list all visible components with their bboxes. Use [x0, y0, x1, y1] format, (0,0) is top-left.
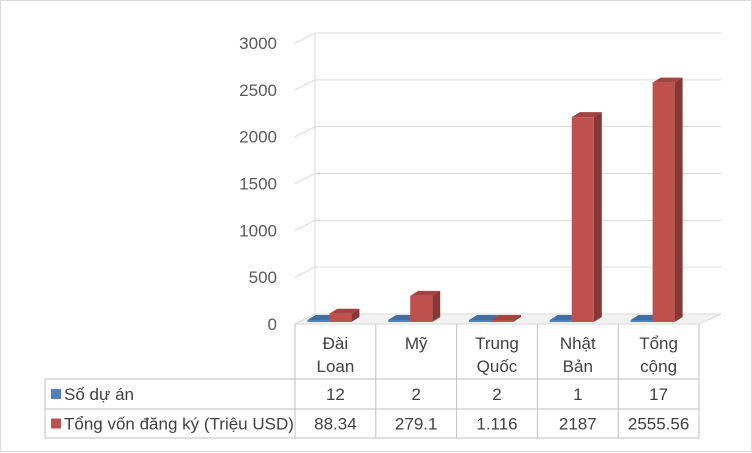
bar-side: [513, 315, 521, 322]
bar-top: [571, 112, 602, 118]
gridline-wall: [294, 219, 316, 231]
gridline-wall: [294, 173, 316, 184]
y-tick-label: 1500: [239, 175, 277, 194]
data-cell: 17: [649, 385, 668, 404]
bar: [491, 320, 513, 322]
y-tick-label: 2000: [239, 128, 277, 147]
y-tick-label: 3000: [239, 34, 277, 53]
data-cell: 2: [492, 385, 501, 404]
legend-key: [51, 389, 61, 399]
bar-top: [469, 315, 499, 320]
legend-label: Số dự án: [64, 385, 134, 404]
bar: [652, 82, 675, 322]
gridline-wall: [294, 79, 316, 91]
legend-key: [51, 418, 61, 429]
bar-top: [491, 315, 521, 320]
y-tick-label: 0: [268, 315, 277, 334]
category-label: Tổng: [639, 334, 678, 353]
category-label: cộng: [640, 357, 677, 376]
category-label: Mỹ: [405, 334, 428, 353]
bar: [307, 320, 330, 322]
bar-side: [432, 290, 441, 322]
category-label: Bản: [563, 357, 593, 376]
bar-side: [593, 112, 602, 322]
y-tick-label: 1000: [239, 221, 277, 240]
bar-top: [652, 77, 683, 83]
data-cell: 1.116: [476, 415, 517, 434]
bar: [388, 320, 411, 322]
data-cell: 2555.56: [628, 415, 689, 434]
gridline-wall: [294, 126, 316, 138]
gridline-wall: [294, 32, 316, 44]
data-cell: 88.34: [314, 415, 357, 434]
legend-label: Tổng vốn đăng ký (Triệu USD): [64, 415, 294, 434]
bar: [549, 320, 572, 322]
bar: [469, 320, 491, 322]
data-cell: 279.1: [395, 415, 438, 434]
data-cell: 2: [411, 385, 420, 404]
bar: [630, 320, 653, 322]
category-label: Đài: [323, 334, 349, 353]
y-tick-label: 2500: [239, 81, 277, 100]
data-cell: 1: [573, 385, 582, 404]
bar-side: [674, 77, 683, 322]
bar: [410, 295, 433, 322]
y-tick-label: 500: [249, 268, 277, 287]
bar-side: [351, 308, 360, 322]
category-label: Nhật: [560, 334, 596, 353]
data-cell: 2187: [559, 415, 597, 434]
category-label: Quốc: [477, 357, 518, 376]
bar-top: [329, 308, 360, 314]
data-cell: 12: [326, 385, 345, 404]
category-label: Loan: [316, 357, 354, 376]
bar-top: [410, 290, 441, 296]
category-label: Trung: [475, 334, 519, 353]
bar: [571, 117, 594, 322]
bar: [329, 313, 352, 322]
gridline-wall: [294, 266, 316, 278]
